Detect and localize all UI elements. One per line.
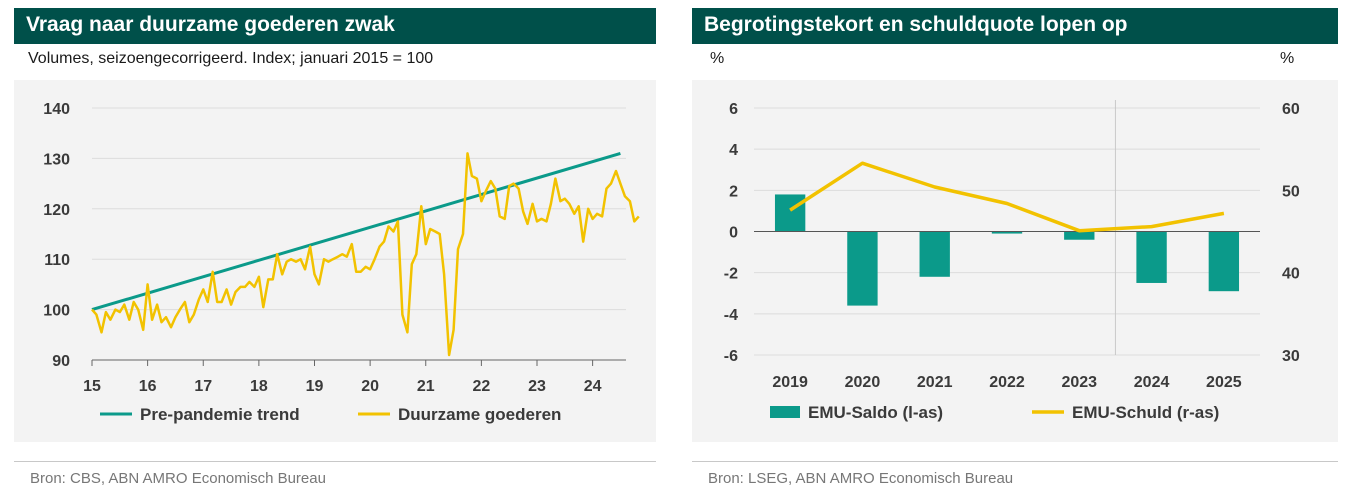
left-chart-title: Vraag naar duurzame goederen zwak	[26, 13, 395, 36]
x-tick-label: 2023	[1061, 374, 1097, 391]
right-axis-unit: %	[1280, 50, 1295, 67]
bar-emu-saldo	[847, 231, 878, 306]
y-tick-label: 130	[43, 151, 70, 168]
legend-label-emu-saldo: EMU-Saldo (l-as)	[808, 403, 943, 422]
y-tick-label: 110	[44, 252, 70, 269]
x-tick-label: 19	[306, 378, 324, 395]
trend-line	[91, 151, 621, 312]
left-chart-panel: Vraag naar duurzame goederen zwak Volume…	[14, 0, 656, 502]
y-tick-label: 90	[52, 353, 70, 370]
right-y-tick-label: 50	[1282, 183, 1300, 200]
right-chart-title: Begrotingstekort en schuldquote lopen op	[704, 13, 1128, 36]
left-y-tick-label: -6	[724, 348, 738, 365]
right-title-bar: Begrotingstekort en schuldquote lopen op	[692, 8, 1338, 44]
left-title-bar: Vraag naar duurzame goederen zwak	[14, 8, 656, 44]
x-tick-label: 2019	[772, 374, 808, 391]
left-y-tick-label: 6	[729, 101, 738, 118]
right-y-tick-label: 40	[1282, 266, 1300, 283]
x-tick-label: 18	[250, 378, 268, 395]
x-tick-label: 2024	[1134, 374, 1170, 391]
left-y-tick-label: 2	[729, 183, 738, 200]
legend-label-durable-goods: Duurzame goederen	[398, 405, 561, 424]
left-plot-background	[14, 80, 656, 442]
bar-emu-saldo	[1208, 231, 1240, 292]
left-source-divider	[14, 461, 656, 462]
x-tick-label: 2021	[917, 374, 953, 391]
x-tick-label: 20	[361, 378, 379, 395]
legend-label-emu-schuld: EMU-Schuld (r-as)	[1072, 403, 1219, 422]
x-tick-label: 15	[83, 378, 101, 395]
bar-emu-saldo	[991, 231, 1023, 234]
left-chart-svg: 90 100 110 120 130 140 15 16 17 18 19 20 21 22 23 24 Pre…	[43, 101, 640, 424]
bar-emu-saldo	[1064, 231, 1095, 240]
left-source: Bron: CBS, ABN AMRO Economisch Bureau	[30, 470, 326, 487]
right-chart-svg: -6 -4 -2 0 2 4 6 30 40 50 60 2019 2020 2021 2022 2023 20…	[724, 100, 1300, 422]
x-tick-label: 23	[528, 378, 546, 395]
right-source: Bron: LSEG, ABN AMRO Economisch Bureau	[708, 470, 1014, 487]
y-tick-label: 140	[43, 101, 70, 118]
x-tick-label: 21	[417, 378, 435, 395]
left-y-tick-label: 4	[729, 142, 738, 159]
right-y-tick-label: 60	[1282, 101, 1300, 118]
x-tick-label: 17	[194, 378, 212, 395]
x-tick-label: 16	[139, 378, 157, 395]
x-tick-label: 22	[472, 378, 490, 395]
right-y-tick-label: 30	[1282, 348, 1300, 365]
bar-emu-saldo	[919, 231, 950, 277]
left-y-tick-label: 0	[729, 225, 738, 242]
x-tick-label: 24	[584, 378, 602, 395]
right-source-divider	[692, 461, 1338, 462]
durable-goods-line	[91, 152, 640, 357]
y-tick-label: 120	[43, 202, 70, 219]
bar-emu-saldo	[1136, 231, 1167, 283]
left-chart-subtitle: Volumes, seizoengecorrigeerd. Index; jan…	[28, 50, 434, 67]
x-tick-label: 2022	[989, 374, 1025, 391]
x-tick-label: 2025	[1206, 374, 1242, 391]
emu-schuld-line	[789, 161, 1225, 233]
left-y-tick-label: -4	[724, 307, 738, 324]
left-axis-unit: %	[710, 50, 725, 67]
right-chart-panel: Begrotingstekort en schuldquote lopen op…	[692, 0, 1338, 502]
legend-swatch-emu-saldo	[770, 406, 800, 418]
legend-label-trend: Pre-pandemie trend	[140, 405, 300, 424]
y-tick-label: 100	[43, 303, 70, 320]
bar-emu-saldo	[774, 194, 806, 232]
left-y-tick-label: -2	[724, 266, 738, 283]
x-tick-label: 2020	[845, 374, 881, 391]
